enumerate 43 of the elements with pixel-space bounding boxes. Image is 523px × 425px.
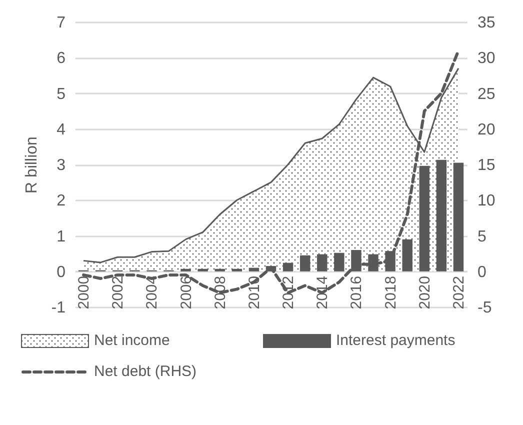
legend-label: Net income (94, 332, 170, 349)
y-tick-label: 5 (56, 86, 66, 103)
y-tick-label: 2 (56, 192, 66, 210)
y-tick-label: 4 (56, 121, 66, 138)
x-tick-label: 2000 (76, 276, 93, 310)
y2-tick-label: 25 (478, 86, 496, 103)
bar (282, 262, 294, 272)
bar (300, 255, 310, 272)
bar (453, 162, 464, 272)
y2-tick-label: 10 (478, 192, 496, 210)
y2-tick-label: -5 (478, 300, 492, 316)
legend-label: Net debt (RHS) (94, 363, 197, 380)
x-tick-label: 2014 (314, 276, 332, 310)
y2-tick-label: 30 (478, 50, 496, 68)
x-tick-label: 2006 (178, 276, 195, 310)
x-tick-label: 2016 (348, 276, 366, 310)
x-tick-label: 2002 (110, 276, 127, 310)
bar (317, 254, 328, 272)
y-tick-label: 3 (56, 157, 66, 174)
y2-tick-label: 15 (478, 157, 496, 174)
bar (180, 268, 191, 272)
y-tick-label: 6 (56, 50, 66, 68)
y-axis-title: R billion (23, 136, 40, 194)
legend-label: Interest payments (336, 332, 456, 349)
bar (198, 268, 208, 272)
y2-tick-label: 5 (478, 228, 486, 246)
x-tick-label: 2022 (450, 276, 468, 310)
y-tick-label: 0 (56, 264, 66, 281)
bar (214, 268, 225, 272)
bar (248, 268, 260, 272)
bar (334, 252, 344, 272)
y2-tick-label: 20 (478, 121, 496, 138)
bar (436, 160, 447, 272)
x-tick-label: 2018 (382, 276, 400, 310)
bar (232, 268, 242, 272)
y-tick-label: 7 (56, 14, 66, 32)
bar (402, 239, 412, 272)
y2-tick-label: 0 (478, 264, 486, 281)
y2-tick-label: 35 (478, 14, 496, 32)
bar (419, 166, 430, 272)
y-tick-label: 1 (56, 228, 66, 246)
y-tick-label: -1 (51, 300, 66, 316)
x-tick-label: 2020 (416, 276, 434, 310)
